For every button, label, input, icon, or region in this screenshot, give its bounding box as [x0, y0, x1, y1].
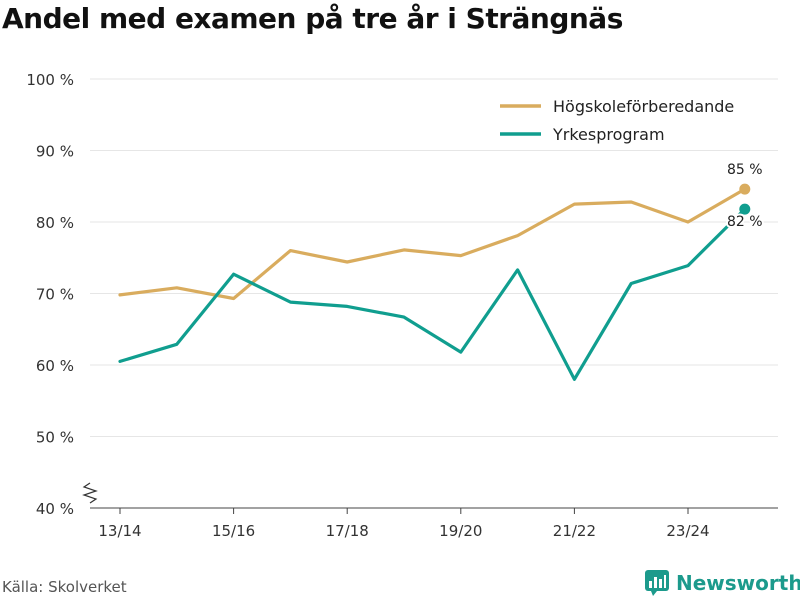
- y-tick-label: 90 %: [36, 143, 74, 161]
- y-tick-label: 100 %: [26, 71, 74, 89]
- series-line: [118, 187, 747, 301]
- series-lines: 85 % 82 %: [118, 160, 765, 381]
- legend: Högskoleförberedande Yrkesprogram: [490, 92, 770, 150]
- end-value-label: 85 %: [727, 162, 763, 178]
- y-tick-label: 60 %: [36, 357, 74, 375]
- x-tick-label: 21/22: [553, 522, 596, 540]
- y-tick-label: 40 %: [36, 500, 74, 518]
- source-note: Källa: Skolverket: [2, 578, 127, 596]
- axis-break-icon: [82, 482, 98, 504]
- end-point-marker: [739, 203, 751, 215]
- x-tick-label: 19/20: [439, 522, 482, 540]
- y-tick-label: 70 %: [36, 286, 74, 304]
- newsworthy-logo-icon: [645, 570, 669, 596]
- series-line: [118, 207, 747, 381]
- y-axis: 40 % 50 % 60 % 70 % 80 % 90 % 100 %: [26, 71, 98, 518]
- x-axis: 13/14 15/16 17/18 19/20 21/22 23/24: [90, 507, 778, 540]
- end-value-label: 82 %: [727, 214, 763, 230]
- end-point-marker: [739, 183, 751, 195]
- y-tick-label: 80 %: [36, 214, 74, 232]
- brand-name: Newsworthy: [676, 571, 800, 595]
- x-tick-label: 13/14: [98, 522, 141, 540]
- x-tick-label: 23/24: [666, 522, 709, 540]
- chart-title: Andel med examen på tre år i Strängnäs: [2, 2, 623, 35]
- legend-label: Yrkesprogram: [552, 125, 665, 144]
- legend-background: [490, 92, 770, 150]
- legend-label: Högskoleförberedande: [553, 97, 734, 116]
- y-tick-label: 50 %: [36, 429, 74, 447]
- x-tick-label: 17/18: [326, 522, 369, 540]
- x-tick-label: 15/16: [212, 522, 255, 540]
- brand-logo[interactable]: Newsworthy: [645, 568, 800, 598]
